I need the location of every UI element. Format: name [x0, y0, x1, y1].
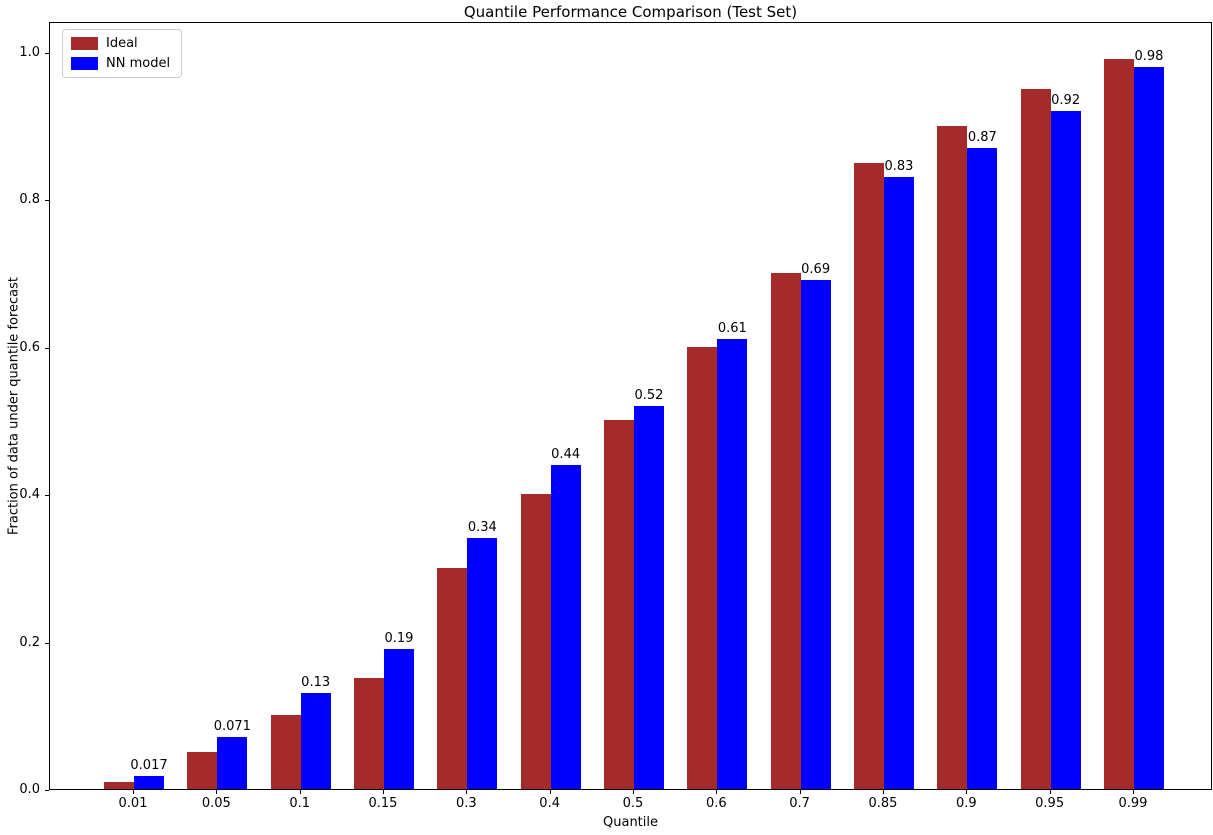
legend-label-nn-model: NN model	[106, 56, 171, 71]
ideal-bar	[437, 567, 468, 789]
ideal-bar	[603, 420, 634, 789]
plot-area: 0.017 0.071 0.13 0.19 0.34 0.44 0.52 0.61 0.69 0.…	[49, 22, 1212, 790]
ideal-swatch	[71, 37, 98, 50]
bar-value-label: 0.19	[384, 630, 414, 646]
x-tick-label: 0.4	[539, 796, 560, 811]
bar-value-label: 0.34	[467, 520, 497, 536]
y-tick-mark	[45, 790, 49, 791]
y-tick-mark	[45, 200, 49, 202]
y-tick-mark	[45, 347, 49, 349]
nn-model-bar	[383, 648, 414, 789]
y-tick-label: 0.8	[19, 192, 40, 208]
x-tick-mark	[216, 790, 218, 794]
ideal-bar	[937, 125, 968, 789]
ideal-bar	[270, 715, 301, 789]
x-tick-mark	[1132, 790, 1134, 794]
ideal-bar	[104, 781, 134, 789]
bar-value-label: 0.44	[551, 446, 581, 462]
x-tick-mark	[382, 790, 384, 794]
x-tick-mark	[1049, 790, 1051, 794]
x-tick-label: 0.15	[368, 796, 398, 811]
nn-model-bar	[550, 464, 581, 789]
nn-model-bar	[967, 147, 998, 789]
bar-value-label: 0.69	[801, 262, 831, 278]
y-axis-label: Fraction of data under quantile forecast	[6, 276, 22, 536]
x-tick-mark	[799, 790, 801, 794]
nn-model-bar	[800, 280, 831, 789]
x-tick-mark	[549, 790, 551, 794]
x-tick-mark	[966, 790, 968, 794]
x-tick-label: 0.85	[868, 796, 898, 811]
bar-value-label: 0.98	[1134, 48, 1164, 64]
legend-item-nn-model: NN model	[71, 56, 170, 71]
x-tick-mark	[716, 790, 718, 794]
y-tick-label: 0.2	[19, 634, 40, 650]
x-tick-label: 0.99	[1118, 796, 1148, 811]
x-tick-label: 0.6	[705, 796, 727, 811]
nn-model-bar	[467, 538, 498, 789]
nn-model-bar	[134, 776, 164, 789]
nn-model-swatch	[71, 57, 98, 70]
legend-label-ideal: Ideal	[106, 36, 138, 51]
nn-model-bar	[633, 405, 664, 789]
ideal-bar	[1020, 88, 1051, 789]
ideal-bar	[1103, 59, 1134, 789]
chart-title: Quantile Performance Comparison (Test Se…	[463, 3, 798, 21]
y-tick-label: 0.6	[19, 339, 40, 355]
legend-item-ideal: Ideal	[71, 36, 170, 51]
x-tick-label: 0.7	[789, 796, 810, 811]
ideal-bar	[687, 346, 718, 789]
ideal-bar	[770, 273, 801, 789]
bar-value-label: 0.017	[130, 758, 168, 774]
y-tick-label: 0.4	[19, 487, 40, 503]
nn-model-bar	[1050, 110, 1081, 789]
bar-value-label: 0.83	[884, 159, 914, 175]
bar-value-label: 0.92	[1051, 92, 1081, 108]
bar-value-label: 0.071	[213, 718, 251, 734]
x-tick-label: 0.01	[118, 796, 148, 811]
x-tick-label: 0.3	[455, 796, 477, 811]
x-tick-mark	[632, 790, 634, 794]
ideal-bar	[353, 678, 384, 789]
y-tick-label: 1.0	[19, 44, 40, 60]
x-axis-label: Quantile	[603, 815, 658, 830]
x-tick-mark	[133, 790, 134, 794]
ideal-bar	[187, 752, 218, 789]
ideal-bar	[853, 162, 884, 789]
bar-value-label: 0.52	[634, 387, 664, 403]
x-tick-label: 0.1	[289, 796, 310, 811]
nn-model-bar	[883, 177, 914, 789]
y-tick-mark	[45, 52, 49, 54]
x-tick-mark	[882, 790, 884, 794]
nn-model-bar	[717, 339, 748, 789]
x-tick-label: 0.95	[1035, 796, 1065, 811]
ideal-bar	[520, 494, 551, 789]
y-tick-label: 0.0	[19, 782, 40, 797]
legend: Ideal NN model	[62, 29, 183, 78]
x-tick-label: 0.05	[201, 796, 231, 811]
bar-value-label: 0.13	[301, 675, 331, 691]
y-tick-mark	[45, 642, 49, 644]
x-tick-label: 0.9	[955, 796, 977, 811]
nn-model-bar	[1133, 66, 1164, 789]
bar-value-label: 0.61	[717, 321, 747, 337]
x-tick-mark	[299, 790, 301, 794]
x-tick-mark	[466, 790, 468, 794]
y-tick-mark	[45, 495, 49, 497]
x-tick-label: 0.5	[622, 796, 644, 811]
nn-model-bar	[217, 736, 248, 789]
bar-value-label: 0.87	[967, 129, 997, 145]
nn-model-bar	[300, 693, 331, 789]
